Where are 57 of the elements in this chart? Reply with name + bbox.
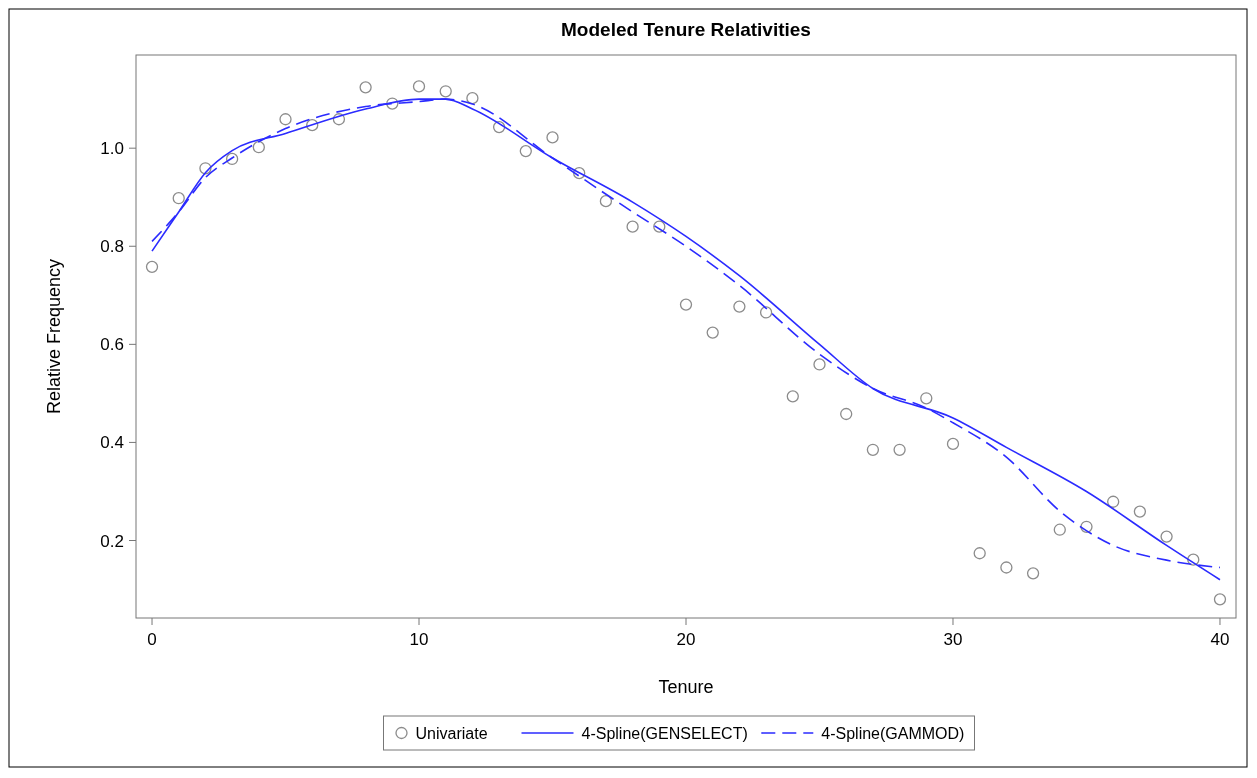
point xyxy=(306,118,319,132)
point xyxy=(920,392,933,405)
point xyxy=(412,80,426,93)
point xyxy=(866,443,880,456)
point xyxy=(252,141,265,154)
y-tick-label: 1.0 xyxy=(100,139,124,159)
point xyxy=(679,298,693,311)
y-tick-label: 0.4 xyxy=(100,433,124,453)
point xyxy=(386,97,399,110)
point xyxy=(359,81,372,94)
x-tick-label: 0 xyxy=(147,630,157,649)
point xyxy=(786,390,799,403)
point xyxy=(1080,520,1093,533)
point xyxy=(1000,561,1013,574)
point xyxy=(893,443,906,456)
chart-title: Modeled Tenure Relativities xyxy=(561,19,811,40)
x-tick-label: 30 xyxy=(943,630,963,649)
y-axis-title: Relative Frequency xyxy=(44,258,64,415)
point xyxy=(759,306,773,319)
point xyxy=(225,152,239,166)
x-tick-label: 40 xyxy=(1210,630,1230,649)
legend-label: 4-Spline(GENSELECT) xyxy=(581,725,748,742)
point xyxy=(519,144,532,158)
point xyxy=(973,547,986,560)
x-tick-label: 10 xyxy=(409,630,429,649)
point xyxy=(439,85,452,98)
legend-label: 4-Spline(GAMMOD) xyxy=(821,725,965,742)
point xyxy=(1187,553,1200,566)
point xyxy=(1133,505,1147,518)
point xyxy=(733,300,746,313)
point xyxy=(199,162,212,175)
point xyxy=(840,407,853,421)
point xyxy=(546,131,559,144)
point xyxy=(1160,530,1173,543)
x-tick-label: 20 xyxy=(676,630,696,649)
y-tick-label: 0.2 xyxy=(100,531,124,551)
point xyxy=(145,260,159,274)
point xyxy=(626,220,639,233)
x-axis-title: Tenure xyxy=(658,677,714,697)
point xyxy=(653,220,666,233)
point xyxy=(599,195,613,208)
point xyxy=(279,113,292,126)
point xyxy=(1053,523,1066,536)
point xyxy=(1213,593,1227,606)
y-tick-label: 0.8 xyxy=(100,237,124,257)
y-tick-label: 0.6 xyxy=(100,335,124,355)
point xyxy=(813,358,826,371)
point xyxy=(1107,495,1120,508)
point xyxy=(466,92,479,105)
point xyxy=(492,120,506,134)
point xyxy=(573,167,586,180)
point xyxy=(706,326,719,339)
legend-label: Univariate xyxy=(415,725,488,742)
point xyxy=(172,192,185,205)
point xyxy=(946,437,960,451)
point xyxy=(1026,567,1040,580)
point xyxy=(332,113,346,126)
